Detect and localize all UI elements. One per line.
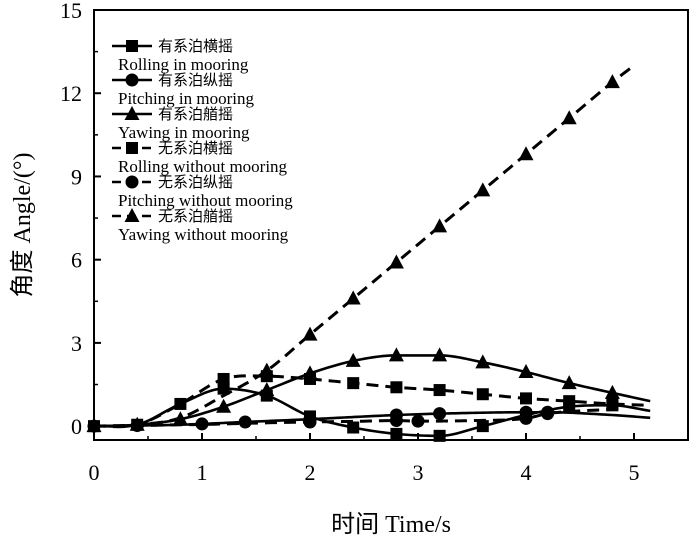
legend-label-en-5: Pitching without mooring [118, 191, 293, 210]
data-point-series-3 [172, 411, 188, 426]
data-point-series-6 [345, 290, 361, 305]
data-point-series-4 [390, 381, 403, 394]
data-point-series-4 [304, 372, 316, 385]
data-point-series-6 [388, 254, 404, 269]
data-point-series-4 [217, 372, 230, 385]
series-line-6 [93, 64, 635, 428]
x-tick-label: 2 [305, 460, 316, 485]
data-point-series-6 [432, 218, 448, 233]
y-tick-label: 15 [60, 0, 82, 23]
series-line-3 [93, 354, 651, 428]
x-tick-label: 1 [197, 460, 208, 485]
data-point-series-4 [476, 388, 489, 401]
data-point-series-4 [347, 377, 360, 390]
data-point-series-3 [475, 354, 491, 369]
y-tick-label: 12 [60, 81, 82, 106]
series-line-4 [93, 374, 651, 429]
data-point-series-1 [217, 382, 230, 395]
data-point-series-4 [433, 384, 446, 397]
data-point-series-4 [606, 397, 619, 410]
data-point-series-2 [195, 417, 209, 431]
x-tick-label: 5 [629, 460, 640, 485]
legend-label-zh-2: 有系泊纵摇 [158, 71, 233, 89]
data-point-series-3 [432, 347, 448, 362]
data-point-series-1 [476, 420, 489, 433]
data-point-series-5 [541, 407, 555, 421]
y-tick-label: 3 [71, 331, 82, 356]
data-point-series-1 [433, 429, 446, 442]
legend-label-zh-4: 无系泊横摇 [158, 139, 233, 157]
y-axis-label: 角度 Angle/(°) [9, 153, 36, 298]
legend-label-zh-6: 无系泊艏摇 [158, 207, 233, 225]
legend-marker-4 [126, 142, 138, 154]
data-point-series-6 [475, 182, 491, 197]
data-point-series-1 [390, 427, 403, 440]
data-point-series-5 [411, 414, 425, 428]
legend-marker-6 [124, 208, 140, 222]
data-point-series-1 [174, 397, 187, 410]
x-tick-label: 4 [521, 460, 532, 485]
legend-marker-3 [124, 106, 140, 120]
data-point-series-5 [519, 411, 533, 425]
legend-label-zh-3: 有系泊艏摇 [158, 105, 233, 123]
data-point-series-3 [561, 375, 577, 390]
x-tick-label: 0 [89, 460, 100, 485]
y-tick-label: 9 [71, 164, 82, 189]
legend-label-en-6: Yawing without mooring [118, 225, 289, 244]
y-tick-label: 6 [71, 248, 82, 273]
data-point-series-6 [561, 110, 577, 125]
data-point-series-3 [604, 384, 620, 399]
x-tick-label: 3 [413, 460, 424, 485]
data-point-series-6 [302, 326, 318, 341]
plot-frame [93, 9, 689, 441]
data-point-series-3 [345, 352, 361, 367]
legend-label-zh-5: 无系泊纵摇 [158, 173, 233, 191]
legend-label-en-1: Rolling in mooring [118, 55, 249, 74]
data-point-series-5 [389, 414, 403, 428]
data-point-series-4 [520, 392, 532, 405]
legend-marker-2 [125, 73, 139, 87]
legend-marker-1 [126, 40, 138, 52]
data-point-series-6 [604, 74, 620, 89]
legend-label-en-2: Pitching in mooring [118, 89, 255, 108]
data-point-series-4 [563, 395, 576, 408]
data-point-series-3 [259, 382, 275, 397]
legend-label-en-3: Yawing in mooring [118, 123, 250, 142]
data-point-series-6 [259, 362, 275, 377]
legend-label-en-4: Rolling without mooring [118, 157, 288, 176]
legend-marker-5 [125, 175, 139, 189]
markers-layer [86, 74, 620, 442]
data-point-series-1 [347, 421, 360, 434]
data-point-series-3 [518, 364, 534, 379]
legend-label-zh-1: 有系泊横摇 [158, 37, 233, 55]
data-point-series-6 [518, 146, 534, 161]
data-point-series-3 [388, 347, 404, 362]
y-tick-label: 0 [71, 414, 82, 439]
data-point-series-2 [238, 415, 252, 429]
data-point-series-3 [129, 416, 145, 431]
x-axis-label: 时间 Time/s [331, 511, 451, 538]
data-point-series-5 [303, 415, 317, 429]
data-point-series-2 [433, 407, 447, 421]
data-point-series-3 [216, 398, 232, 413]
